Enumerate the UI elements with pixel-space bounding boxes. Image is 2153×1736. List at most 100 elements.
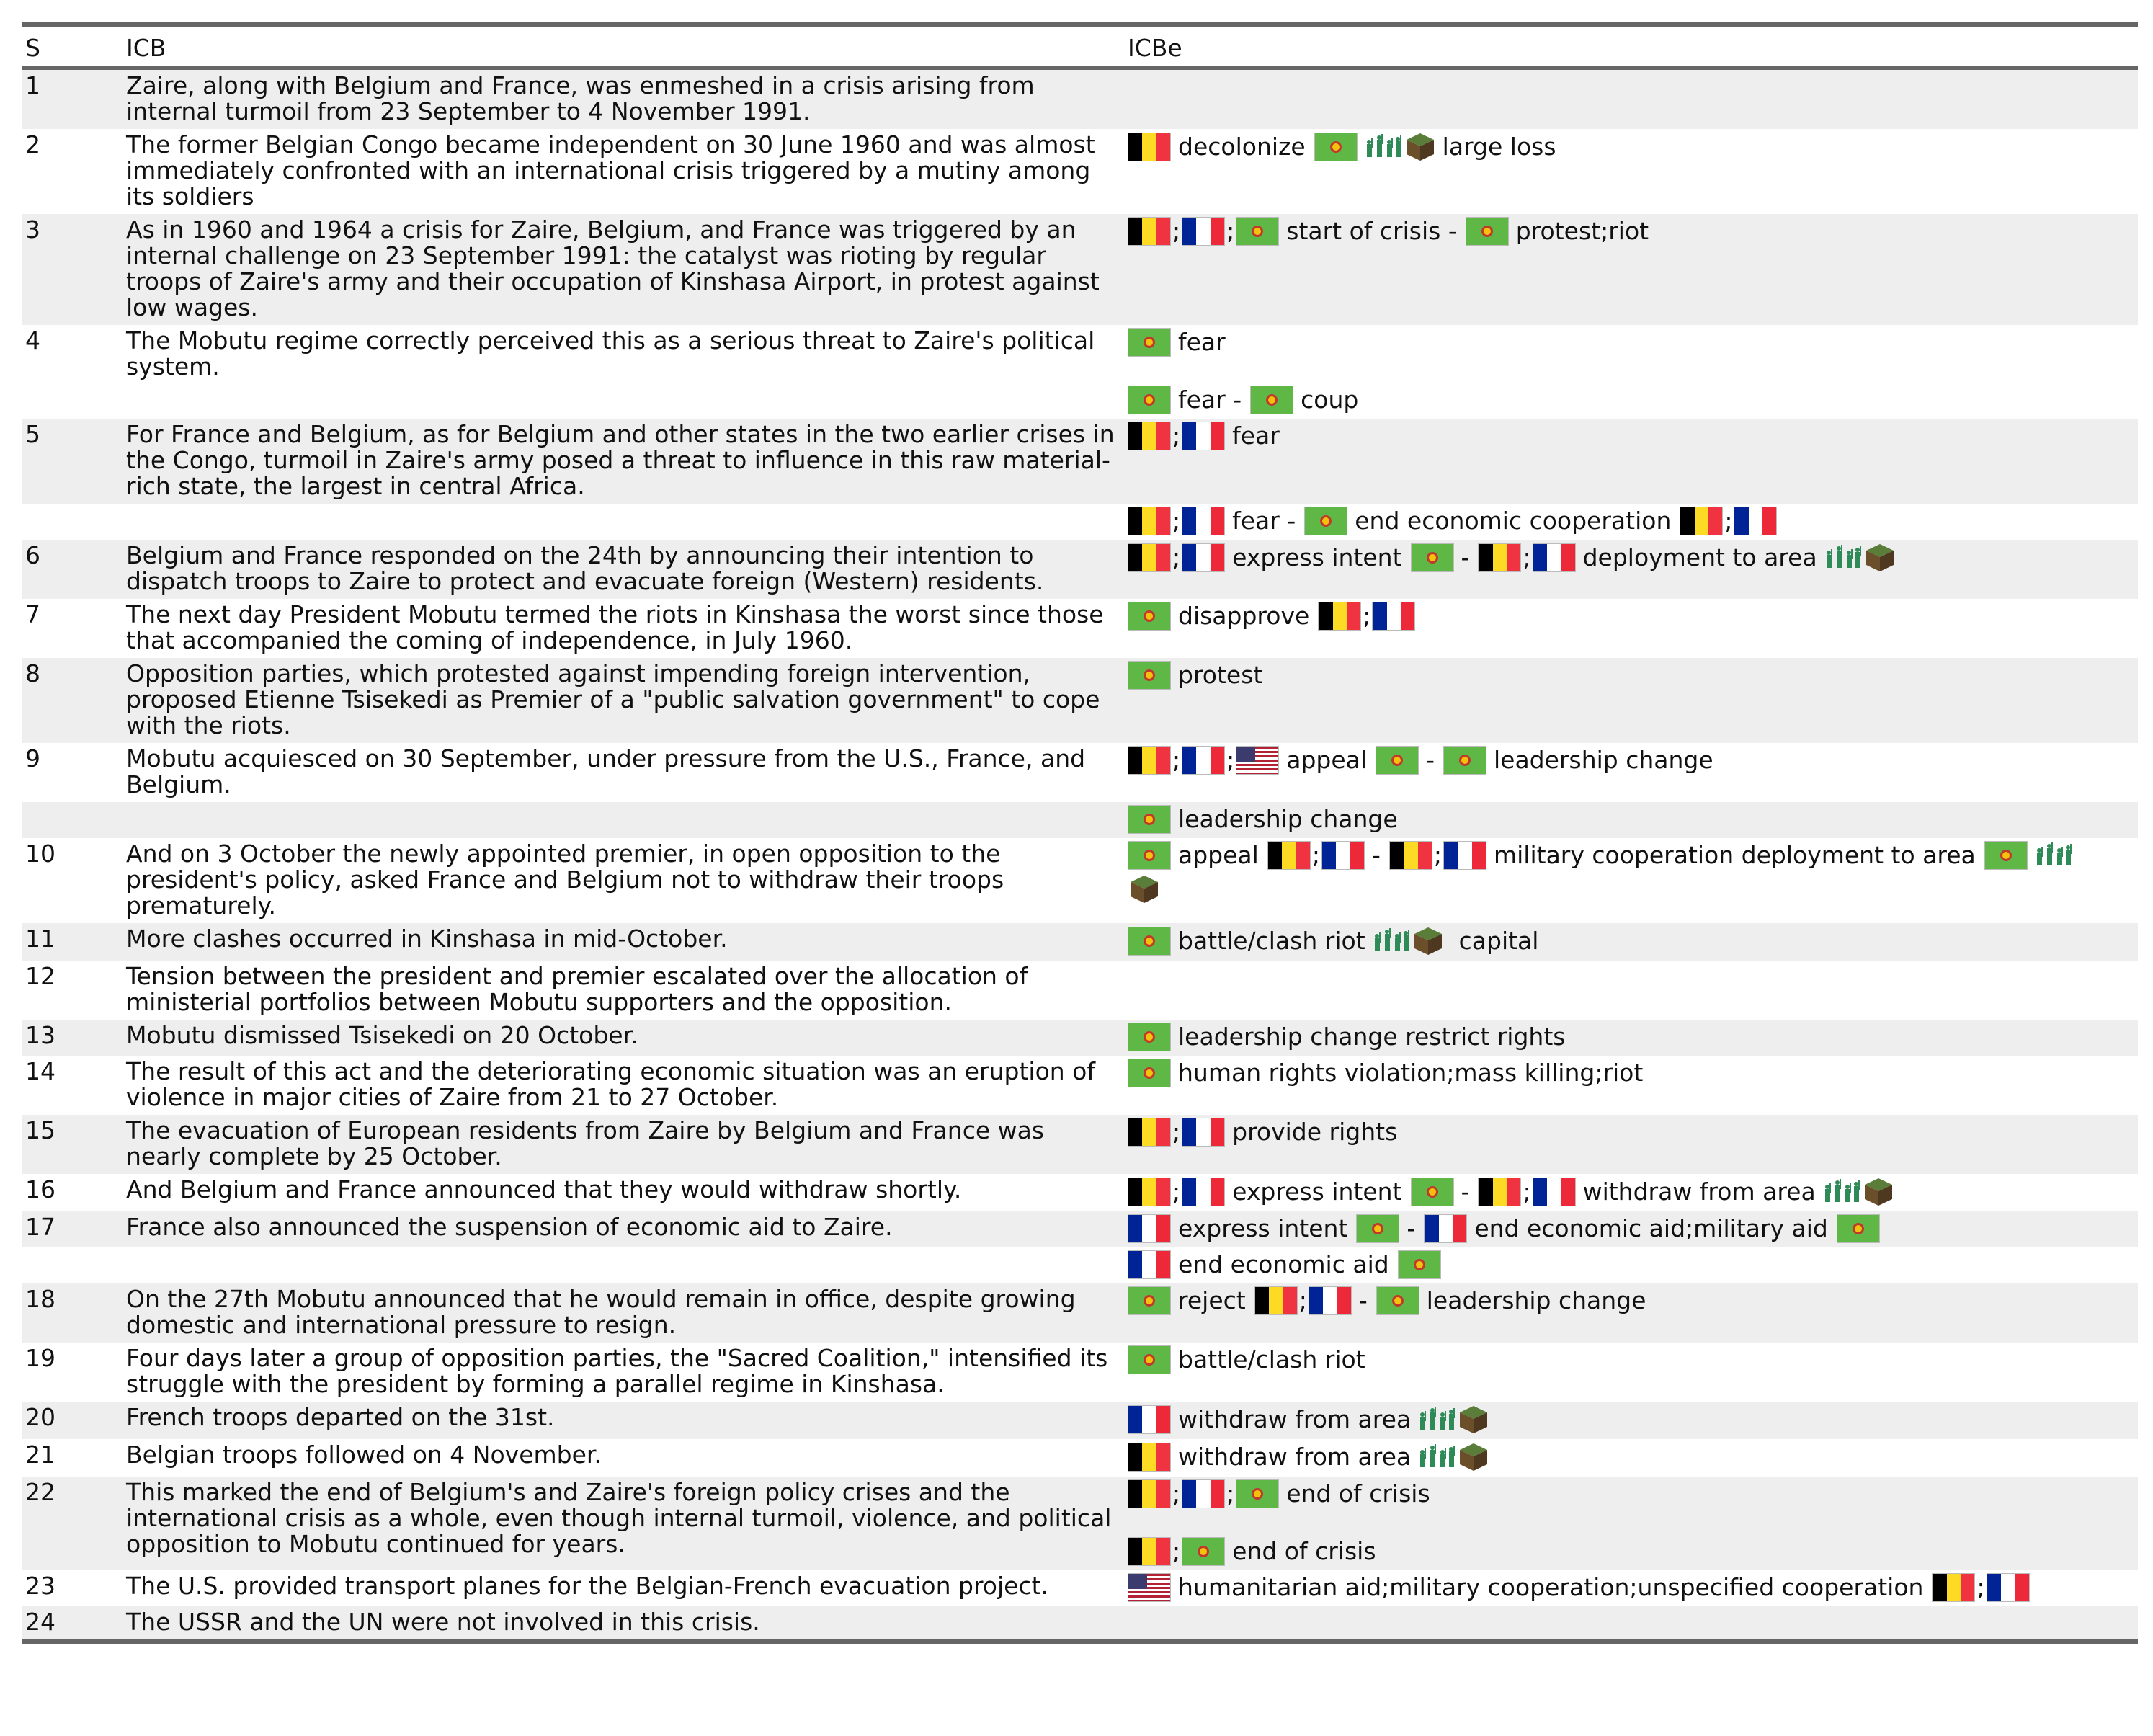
belgium-flag-icon [1478, 1178, 1522, 1206]
zaire-flag-icon [1465, 217, 1509, 246]
event-label: decolonize [1178, 133, 1306, 161]
sentence-number: 23 [25, 1572, 55, 1600]
table-row: 11 More clashes occurred in Kinshasa in m… [22, 923, 2138, 961]
event-label: - [1407, 1214, 1416, 1242]
belgium-flag-icon [1318, 602, 1362, 631]
event-line: appeal; -; military cooperation deployment… [1128, 841, 2132, 870]
event-label: military cooperation deployment to area [1493, 841, 1976, 869]
france-flag-icon [1182, 217, 1226, 246]
event-segment: ; provide rights [1128, 1118, 1397, 1147]
sentence-number [22, 504, 123, 540]
event-line: ; fear [1128, 422, 2132, 450]
soldiers-icon [1824, 1179, 1860, 1202]
zaire-flag-icon [1128, 1023, 1171, 1051]
sentence-number: 12 [25, 962, 55, 990]
zaire-flag-icon [1128, 386, 1171, 414]
event-line: ; express intent -; withdraw from area [1128, 1177, 2132, 1207]
table-row: 15 The evacuation of European residents f… [22, 1115, 2138, 1174]
france-flag-icon [1182, 1118, 1226, 1147]
france-flag-icon [1128, 1250, 1171, 1279]
actor-separator: ; [1523, 543, 1531, 571]
event-line: decolonize large loss [1128, 132, 2132, 162]
table-row: 6 Belgium and France responded on the 24t… [22, 540, 2138, 599]
icb-text: Belgium and France responded on the 24th… [123, 540, 1125, 599]
event-segment: - [1410, 1178, 1469, 1206]
event-segment [1128, 874, 1159, 904]
zaire-flag-icon [1376, 746, 1419, 775]
icb-text: Tension between the president and premie… [126, 962, 1028, 1016]
event-line [1128, 874, 2132, 904]
icb-text: More clashes occurred in Kinshasa in mid… [123, 923, 1125, 961]
event-label: appeal [1286, 746, 1368, 774]
table-row: 4 The Mobutu regime correctly perceived t… [22, 325, 2138, 419]
event-line: humanitarian aid;military cooperation;un… [1128, 1573, 2132, 1602]
event-label: protest;riot [1515, 217, 1649, 245]
actor-separator: ; [1172, 1479, 1181, 1508]
table-row: 1 Zaire, along with Belgium and France, w… [22, 68, 2138, 129]
column-header-icb: ICB [123, 22, 1125, 70]
table-row: leadership change [22, 802, 2138, 838]
table-body: 1 Zaire, along with Belgium and France, w… [22, 68, 2138, 1644]
event-segment: withdraw from area [1128, 1405, 1489, 1435]
event-segment: ;; appeal [1128, 746, 1367, 775]
icb-text: Four days later a group of opposition pa… [126, 1344, 1108, 1398]
zaire-flag-icon [1397, 1250, 1441, 1279]
actor-separator: ; [1172, 1537, 1181, 1565]
france-flag-icon [1532, 1178, 1576, 1206]
event-label: leadership change [1178, 805, 1398, 833]
sentence-number: 18 [22, 1283, 123, 1343]
zaire-flag-icon [1236, 1479, 1280, 1508]
event-segment: ;; start of crisis - [1128, 217, 1457, 246]
event-label: end economic aid;military aid [1474, 1214, 1828, 1242]
event-label: coup [1301, 386, 1359, 414]
france-flag-icon [1128, 1405, 1171, 1434]
event-segment: end economic aid [1128, 1250, 1389, 1279]
icbe-events [1125, 1606, 2138, 1644]
soldiers-icon [1366, 134, 1401, 157]
table-row: 19 Four days later a group of opposition … [22, 1343, 2138, 1402]
sentence-number: 22 [22, 1477, 123, 1570]
sentence-number: 11 [22, 923, 123, 961]
event-segment: ; - [1267, 841, 1381, 870]
event-label: express intent [1178, 1214, 1348, 1242]
icb-text [123, 504, 1125, 540]
event-label: fear [1232, 422, 1280, 450]
sentence-number: 13 [22, 1020, 123, 1056]
soldiers-icon [2036, 842, 2072, 865]
actor-separator: ; [1724, 507, 1733, 535]
france-flag-icon [1182, 746, 1226, 775]
france-flag-icon [1182, 422, 1226, 450]
sentence-number: 2 [25, 130, 40, 159]
belgium-flag-icon [1254, 1286, 1298, 1315]
belgium-flag-icon [1128, 543, 1171, 572]
icb-text: The result of this act and the deteriora… [126, 1057, 1095, 1111]
event-label: leadership change restrict rights [1178, 1023, 1566, 1051]
event-segment: protest;riot [1465, 217, 1649, 246]
event-segment: ; withdraw from area [1478, 1177, 1893, 1207]
sentence-number: 4 [25, 326, 40, 355]
event-label: humanitarian aid;military cooperation;un… [1178, 1573, 1924, 1601]
icb-text [123, 1247, 1125, 1283]
zaire-flag-icon [1376, 1286, 1419, 1315]
actor-separator: ; [1172, 1118, 1181, 1146]
actor-separator: ; [1172, 507, 1181, 535]
usa-flag-icon [1236, 746, 1280, 775]
event-label: express intent [1232, 543, 1402, 571]
event-line: ; provide rights [1128, 1118, 2132, 1147]
zaire-flag-icon [1410, 1178, 1454, 1206]
zaire-flag-icon [1128, 1345, 1171, 1374]
actor-separator: ; [1226, 746, 1235, 774]
icbe-events: ; fear [1125, 419, 2138, 504]
icbe-events: leadership change [1125, 802, 2138, 838]
column-header-s: S [22, 22, 123, 70]
zaire-flag-icon [1836, 1214, 1880, 1243]
table-row: 3 As in 1960 and 1964 a crisis for Zaire,… [22, 214, 2138, 325]
event-segment: humanitarian aid;military cooperation;un… [1128, 1573, 1923, 1602]
icbe-events: ; express intent -; deployment to area [1125, 540, 2138, 599]
zaire-flag-icon [1410, 543, 1454, 572]
france-flag-icon [1182, 543, 1226, 572]
event-segment: battle/clash riot [1128, 926, 1443, 956]
icb-text: The next day President Mobutu termed the… [126, 600, 1104, 654]
event-label: disapprove [1178, 602, 1310, 630]
event-label: leadership change [1493, 746, 1713, 774]
